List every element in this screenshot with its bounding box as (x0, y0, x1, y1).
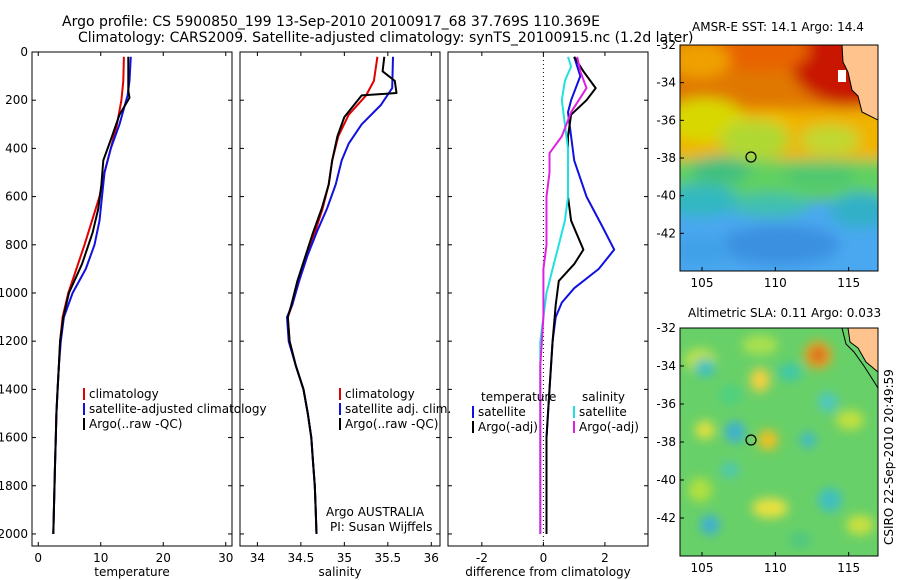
csiro-stamp: CSIRO 22-Sep-2010 20:49:59 (882, 369, 896, 545)
x-tick-label: 35.5 (374, 551, 401, 565)
y-tick-label: 600 (5, 190, 28, 204)
panel-frame (31, 51, 233, 547)
series-line-red (52, 56, 125, 535)
x-tick-label: 36 (424, 551, 439, 565)
map-x-tick-label: 115 (837, 276, 860, 290)
series-line-black (52, 56, 131, 535)
series-line-cyan (539, 56, 573, 534)
x-tick-label: 2 (601, 551, 609, 565)
legend-label: climatology (89, 387, 159, 401)
legend-label: Argo(-adj) (579, 420, 639, 434)
map-y-tick-label: -38 (656, 435, 676, 449)
y-tick-label: 2000 (0, 527, 28, 541)
x-tick-label: 20 (156, 551, 171, 565)
profile-panel-2: 34 34.5 35 35.5 36 salinity climatologysatelli… (239, 51, 451, 579)
map-y-tick-label: -36 (656, 397, 676, 411)
y-tick-label: 1000 (0, 286, 28, 300)
map-y-tick-label: -34 (656, 359, 676, 373)
x-tick-label: 35 (337, 551, 352, 565)
x-axis-label: difference from climatology (465, 565, 631, 579)
series-line-magenta (539, 56, 588, 534)
map-y-tick-label: -32 (656, 38, 676, 52)
legend-label: climatology (345, 387, 415, 401)
x-axis-label: temperature (94, 565, 169, 579)
legend-label: Argo(..raw -QC) (89, 417, 182, 431)
credit-owner: Argo AUSTRALIA (326, 505, 425, 519)
x-tick-label: 10 (93, 551, 108, 565)
legend-label: satellite adj. clim. (345, 402, 451, 416)
header-line1: Argo profile: CS 5900850_199 13-Sep-2010… (62, 14, 600, 30)
x-tick-label: 0 (540, 551, 548, 565)
map-x-tick-label: 110 (764, 561, 787, 575)
map-x-tick-label: 105 (691, 561, 714, 575)
panel-frame (239, 51, 441, 547)
legend-header: temperature (481, 390, 556, 404)
sst-profile-marker (745, 151, 757, 163)
panel-frame (447, 51, 649, 547)
sla-map: Altimetric SLA: 0.11 Argo: 0.033 (656, 306, 881, 575)
y-tick-label: 1200 (0, 334, 28, 348)
map-x-tick-label: 115 (837, 561, 860, 575)
series-line-black (286, 56, 398, 535)
legend-label: Argo(-adj) (478, 420, 538, 434)
legend-header: salinity (582, 390, 625, 404)
sst-map-title: AMSR-E SST: 14.1 Argo: 14.4 (692, 20, 864, 34)
legend-label: satellite-adjusted climatology (89, 402, 267, 416)
map-y-tick-label: -40 (656, 189, 676, 203)
credit-pi: PI: Susan Wijffels (330, 520, 432, 534)
profile-panel-1: 0 200 400 600 800 1000 1200 1400 1600 1800 2000 0 10… (0, 45, 267, 579)
y-tick-label: 400 (5, 141, 28, 155)
legend-label: Argo(..raw -QC) (345, 417, 438, 431)
x-tick-label: 30 (218, 551, 233, 565)
header-line2: Climatology: CARS2009. Satellite-adjuste… (78, 30, 693, 46)
map-y-tick-label: -42 (656, 511, 676, 525)
x-tick-label: 0 (34, 551, 42, 565)
map-y-tick-label: -32 (656, 321, 676, 335)
series-line-blue (52, 56, 132, 535)
map-x-tick-label: 105 (691, 276, 714, 290)
map-y-tick-label: -42 (656, 226, 676, 240)
sst-map: AMSR-E SST: 14.1 Argo: 14.4 (656, 20, 879, 290)
sla-profile-marker (745, 434, 757, 446)
series-line-black (545, 56, 597, 534)
map-y-tick-label: -40 (656, 473, 676, 487)
map-y-tick-label: -34 (656, 76, 676, 90)
x-tick-label: 34 (250, 551, 265, 565)
x-axis-label: salinity (318, 565, 361, 579)
y-tick-label: 1800 (0, 479, 28, 493)
y-tick-label: 1400 (0, 382, 28, 396)
legend-label: satellite (579, 405, 627, 419)
sla-map-title: Altimetric SLA: 0.11 Argo: 0.033 (688, 306, 881, 320)
map-x-tick-label: 110 (764, 276, 787, 290)
x-tick-label: 34.5 (288, 551, 315, 565)
series-line-red (286, 56, 379, 535)
legend-label: satellite (478, 405, 526, 419)
y-tick-label: 200 (5, 93, 28, 107)
y-tick-label: 800 (5, 238, 28, 252)
legend: temperature salinitysatelliteArgo(-adj)sa… (472, 390, 639, 434)
x-tick-label: -2 (476, 551, 488, 565)
map-y-tick-label: -36 (656, 113, 676, 127)
y-tick-label: 1600 (0, 431, 28, 445)
y-tick-label: 0 (20, 45, 28, 59)
map-y-tick-label: -38 (656, 151, 676, 165)
